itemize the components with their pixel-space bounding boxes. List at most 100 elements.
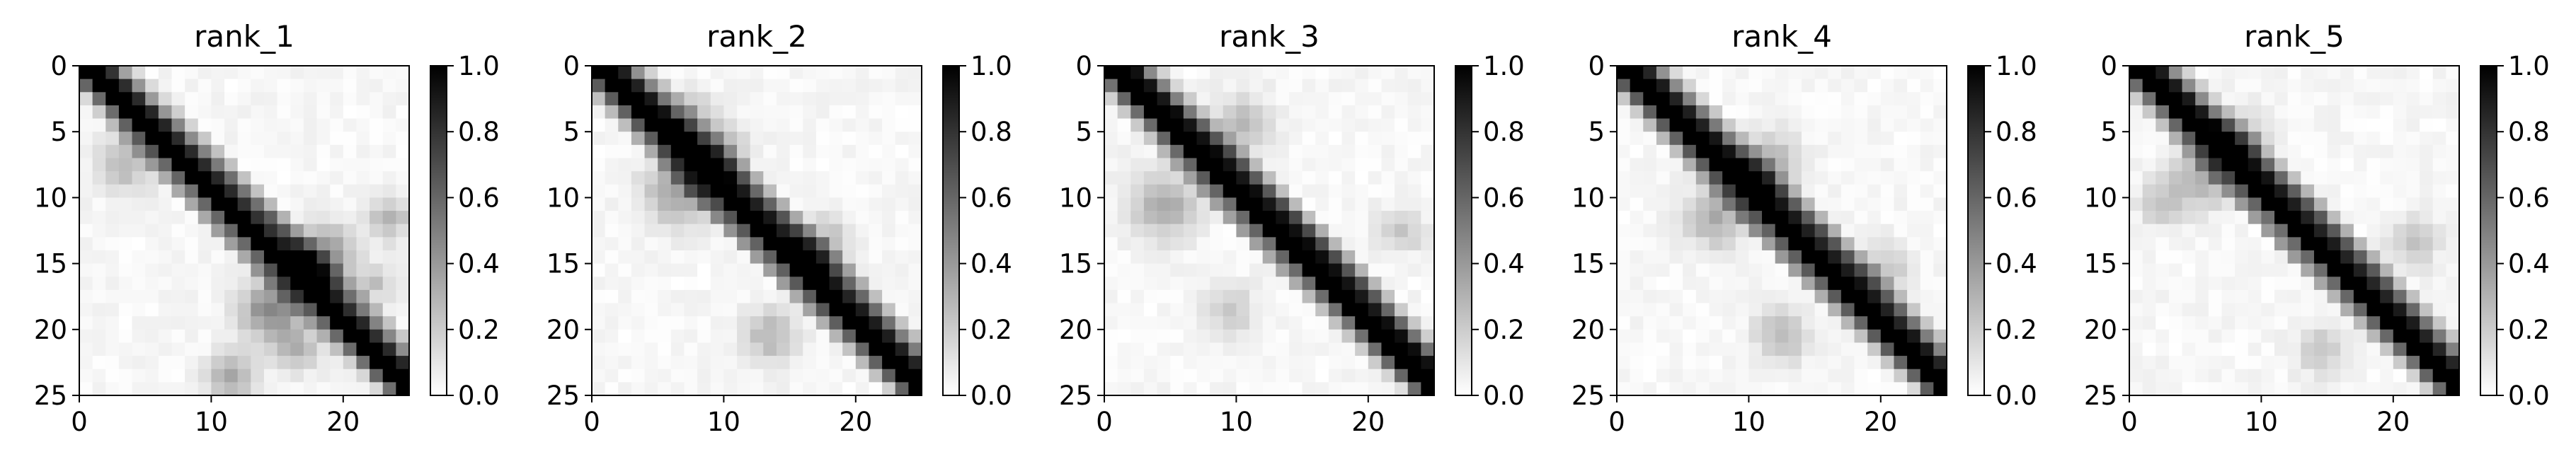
heatmap-cell: [2446, 237, 2460, 251]
heatmap-cell: [1170, 144, 1184, 159]
heatmap-cell: [396, 197, 410, 211]
heatmap-cell: [1643, 197, 1657, 211]
heatmap-cell: [2274, 92, 2289, 106]
heatmap-cell: [251, 197, 265, 211]
heatmap-cell: [1841, 184, 1855, 198]
heatmap-cell: [882, 356, 896, 370]
heatmap-cell: [829, 144, 843, 159]
heatmap-cell: [237, 303, 251, 317]
heatmap-cell: [1814, 66, 1828, 80]
heatmap-cell: [263, 329, 278, 344]
heatmap-cell: [815, 289, 830, 304]
heatmap-cell: [750, 237, 764, 251]
heatmap-cell: [79, 211, 93, 225]
heatmap-cell: [2221, 263, 2236, 277]
heatmap-cell: [1210, 105, 1224, 120]
heatmap-cell: [1841, 263, 1855, 277]
heatmap-cell: [1328, 263, 1343, 277]
heatmap-cell: [631, 132, 646, 146]
heatmap-cell: [908, 263, 922, 277]
heatmap-cell: [79, 184, 93, 198]
heatmap-cell: [1249, 92, 1264, 106]
heatmap-cell: [1170, 105, 1184, 120]
heatmap-cell: [2235, 184, 2249, 198]
heatmap-cell: [1669, 369, 1683, 383]
heatmap-cell: [316, 369, 331, 383]
heatmap-cell: [1407, 224, 1421, 238]
heatmap-cell: [1223, 144, 1237, 159]
heatmap-cell: [145, 342, 159, 356]
heatmap-cell: [1276, 184, 1290, 198]
heatmap-cell: [1630, 118, 1644, 132]
heatmap-cell: [750, 211, 764, 225]
heatmap-cell: [869, 369, 883, 383]
heatmap-cell: [1643, 342, 1657, 356]
heatmap-cell: [370, 356, 384, 370]
heatmap-cell: [1130, 184, 1145, 198]
heatmap-cell: [2129, 342, 2143, 356]
heatmap-cell: [1814, 277, 1828, 291]
heatmap-cell: [1617, 342, 1631, 356]
heatmap-cell: [750, 184, 764, 198]
heatmap-cell: [2313, 66, 2328, 80]
heatmap-cell: [631, 369, 646, 383]
heatmap-cell: [737, 158, 751, 172]
heatmap-cell: [2366, 342, 2381, 356]
heatmap-cell: [895, 66, 909, 80]
heatmap-cell: [171, 118, 185, 132]
heatmap-cell: [1315, 197, 1329, 211]
heatmap-cell: [1920, 250, 1934, 265]
heatmap-cell: [1933, 158, 1947, 172]
heatmap-cell: [710, 105, 724, 120]
heatmap-cell: [1920, 277, 1934, 291]
heatmap-cell: [776, 329, 791, 344]
heatmap-cell: [1722, 250, 1736, 265]
heatmap-cell: [211, 66, 225, 80]
heatmap-cell: [1907, 342, 1921, 356]
heatmap-cell: [1262, 158, 1276, 172]
axes-frame: [1616, 65, 1947, 396]
heatmap-cell: [158, 329, 173, 344]
heatmap-cell: [2432, 342, 2446, 356]
heatmap-cell: [895, 342, 909, 356]
heatmap-cell: [1117, 369, 1131, 383]
heatmap-cell: [1407, 289, 1421, 304]
heatmap-cell: [1210, 316, 1224, 330]
heatmap-cell: [2446, 224, 2460, 238]
heatmap-cell: [2129, 105, 2143, 120]
heatmap-cell: [855, 132, 870, 146]
heatmap-cell: [1814, 184, 1828, 198]
heatmap-cell: [618, 356, 632, 370]
heatmap-cell: [1709, 382, 1723, 396]
heatmap-cell: [1407, 382, 1421, 396]
heatmap-cell: [2301, 316, 2315, 330]
heatmap-cell: [1748, 211, 1763, 225]
heatmap-cell: [2182, 132, 2196, 146]
heatmap-cell: [1143, 263, 1158, 277]
heatmap-cell: [224, 382, 239, 396]
heatmap-cell: [2301, 144, 2315, 159]
heatmap-cell: [145, 250, 159, 265]
heatmap-cell: [2393, 277, 2408, 291]
heatmap-cell: [1709, 329, 1723, 344]
heatmap-cell: [1302, 316, 1316, 330]
heatmap-cell: [2313, 105, 2328, 120]
heatmap-cell: [1130, 342, 1145, 356]
heatmap-cell: [1762, 66, 1776, 80]
heatmap-cell: [2168, 303, 2183, 317]
heatmap-cell: [1407, 92, 1421, 106]
heatmap-cell: [1315, 79, 1329, 93]
heatmap-cell: [1854, 237, 1868, 251]
heatmap-cell: [2195, 105, 2209, 120]
heatmap-cell: [356, 250, 370, 265]
heatmap-cell: [2406, 316, 2420, 330]
heatmap-cell: [198, 197, 212, 211]
heatmap-cell: [1355, 132, 1369, 146]
heatmap-cell: [145, 132, 159, 146]
heatmap-cell: [370, 197, 384, 211]
heatmap-cell: [2274, 369, 2289, 383]
heatmap-cell: [2380, 224, 2394, 238]
heatmap-cell: [1395, 132, 1409, 146]
heatmap-cell: [303, 118, 318, 132]
